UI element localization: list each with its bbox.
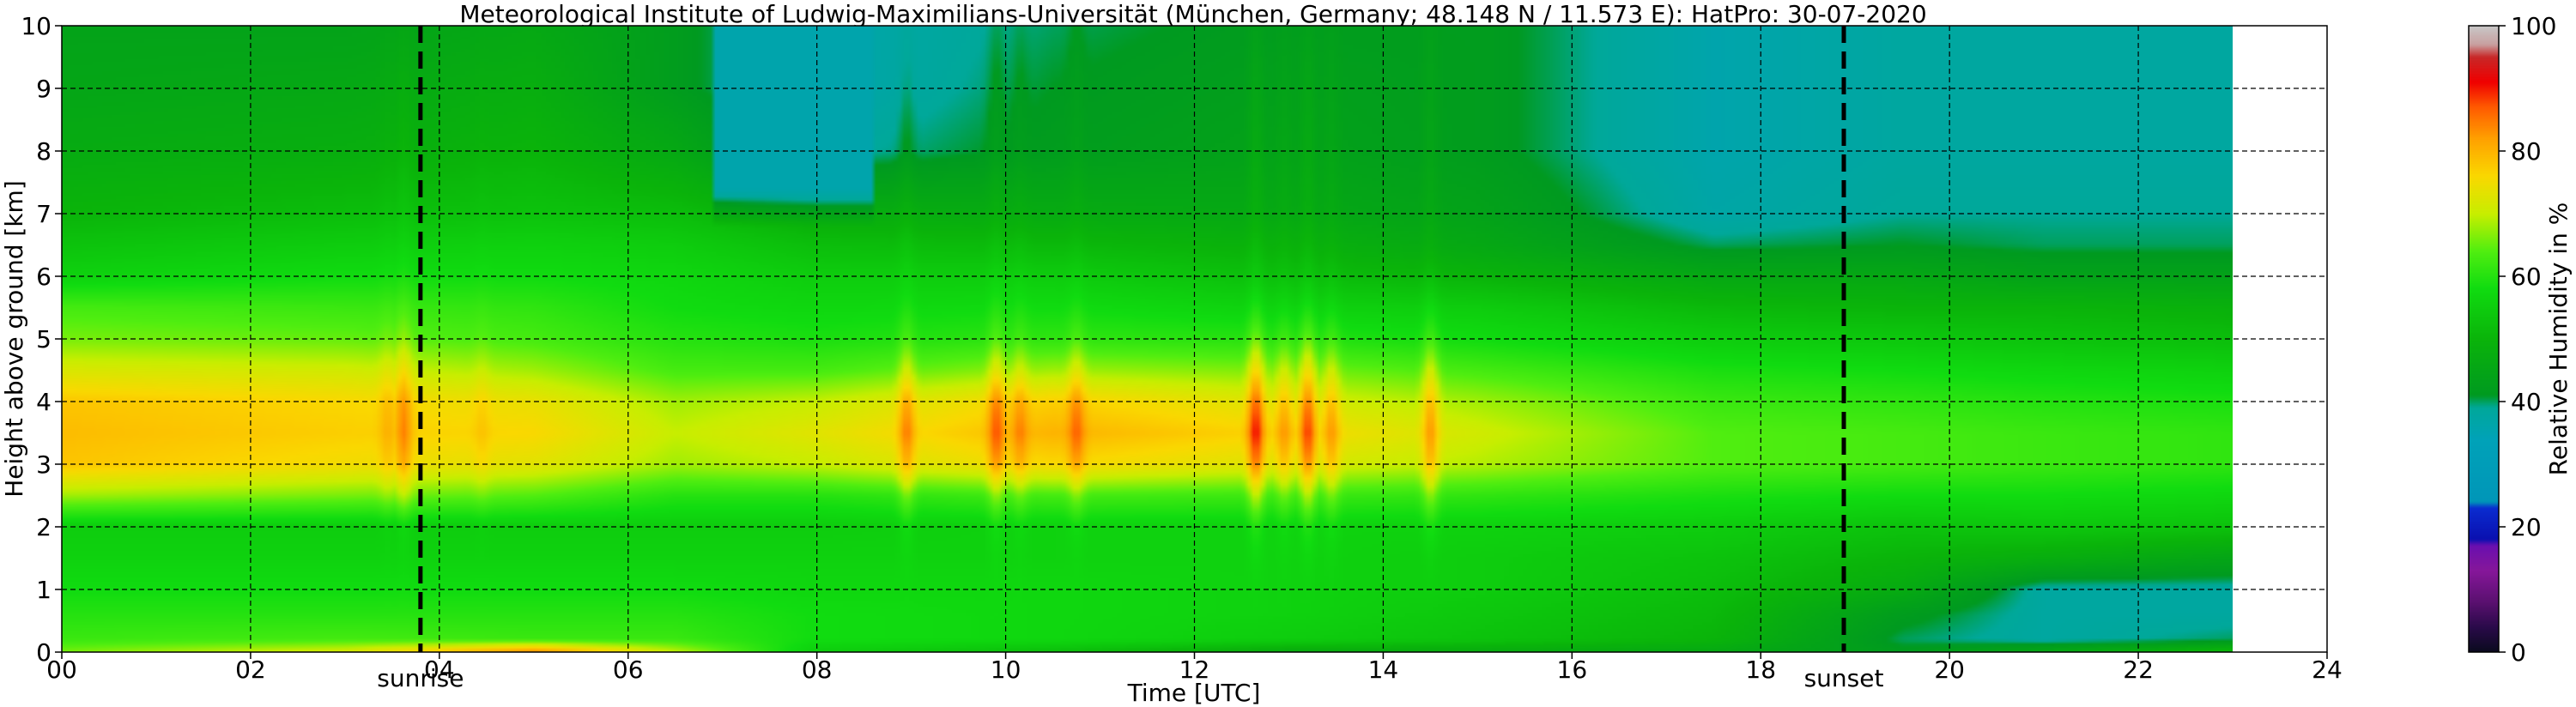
colorbar-ticks: 0 20 40 60 80 100	[2499, 12, 2556, 667]
y-tick-label: 6	[36, 263, 52, 291]
y-tick-label: 4	[36, 388, 52, 416]
x-tick-label: 04	[424, 656, 455, 684]
x-tick-label: 20	[1934, 656, 1965, 684]
chart-title: Meteorological Institute of Ludwig-Maxim…	[459, 0, 1926, 28]
x-tick-label: 12	[1179, 656, 1210, 684]
x-tick-label: 18	[1745, 656, 1776, 684]
colorbar-tick-label: 60	[2511, 263, 2542, 291]
y-tick-label: 5	[36, 325, 52, 354]
y-tick-label: 7	[36, 200, 52, 228]
x-tick-label: 14	[1368, 656, 1399, 684]
x-tick-label: 08	[802, 656, 833, 684]
y-tick-label: 10	[21, 12, 52, 40]
x-tick-label: 16	[1557, 656, 1588, 684]
x-tick-label: 06	[613, 656, 644, 684]
colorbar-label: Relative Humidity in %	[2544, 202, 2573, 476]
y-axis-label: Height above ground [km]	[0, 180, 28, 498]
y-tick-label: 0	[36, 638, 52, 667]
x-tick-label: 24	[2312, 656, 2343, 684]
colorbar-gradient	[2469, 26, 2499, 652]
colorbar-tick-label: 100	[2511, 12, 2556, 40]
x-axis-label: Time [UTC]	[1127, 679, 1261, 707]
sunrise-label: sunrise	[377, 664, 464, 692]
colorbar-tick-label: 80	[2511, 137, 2542, 166]
sun-event-lines	[418, 26, 1846, 652]
y-tick-label: 2	[36, 513, 52, 541]
y-tick-label: 9	[36, 75, 52, 103]
grid-lines	[62, 26, 2327, 652]
x-tick-label: 02	[235, 656, 266, 684]
y-tick-label: 8	[36, 137, 52, 166]
y-tick-label: 3	[36, 450, 52, 479]
colorbar: 0 20 40 60 80 100 Relative Humidity in %	[2468, 12, 2573, 667]
y-tick-label: 1	[36, 576, 52, 604]
sunset-label: sunset	[1804, 664, 1884, 692]
colorbar-frame	[2468, 25, 2500, 653]
x-tick-label: 00	[46, 656, 77, 684]
x-tick-label: 10	[991, 656, 1021, 684]
colorbar-tick-label: 0	[2511, 638, 2526, 667]
colorbar-tick-label: 20	[2511, 513, 2542, 541]
colorbar-tick-label: 40	[2511, 388, 2542, 416]
x-tick-label: 22	[2123, 656, 2154, 684]
